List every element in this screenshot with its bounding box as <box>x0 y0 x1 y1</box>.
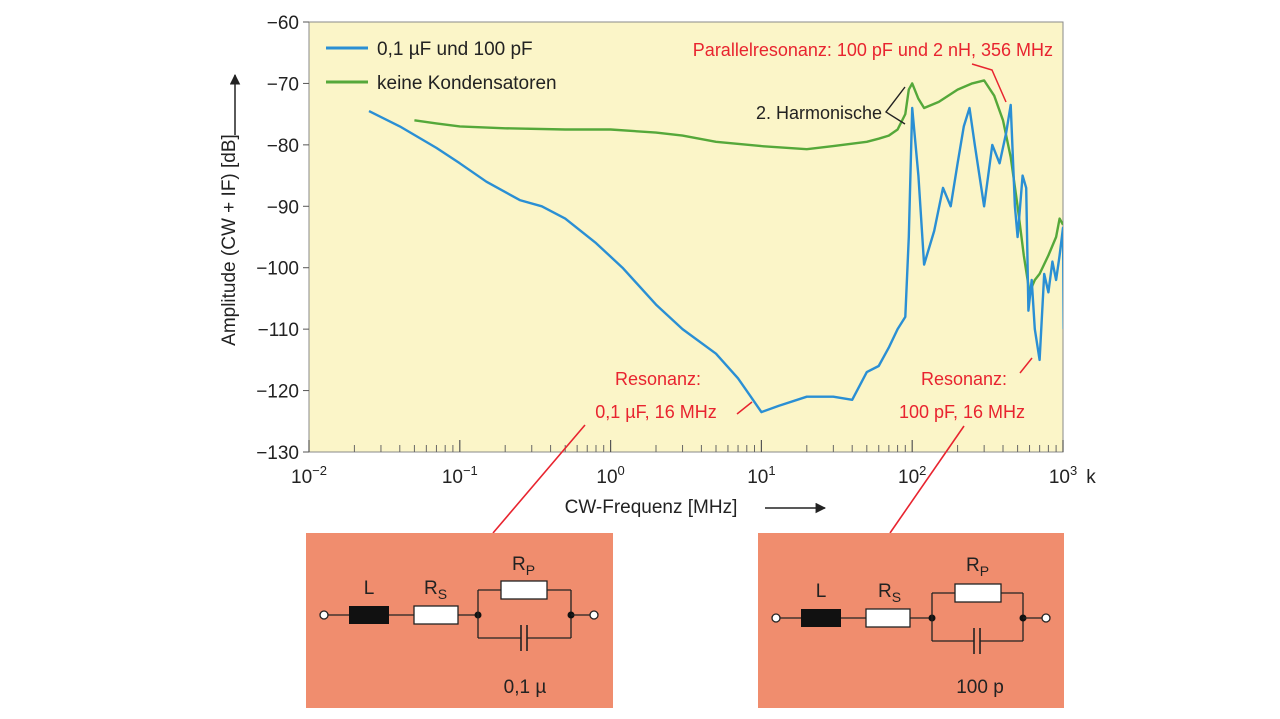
terminal-right <box>589 610 599 620</box>
connector-left <box>492 424 586 534</box>
label-Rs: RS <box>878 581 901 605</box>
annotation-harmonische-bracket <box>884 86 906 125</box>
label-L: L <box>364 578 375 599</box>
y-axis: −60 −70 −80 −90 −100 −110 −120 −130 <box>256 13 309 464</box>
y-tick-label: −130 <box>256 443 299 464</box>
annotation-resonanz-left-line1: Resonanz: <box>615 369 701 389</box>
plot-area <box>308 21 1064 453</box>
y-tick-label: −60 <box>267 13 299 34</box>
x-tick-suffix: k <box>1086 467 1096 488</box>
legend-label-green: keine Kondensatoren <box>377 73 557 94</box>
terminal-left <box>771 613 781 623</box>
y-tick-label: −70 <box>267 74 299 95</box>
label-Rp: RP <box>966 555 989 579</box>
y-tick-label: −110 <box>258 320 299 341</box>
x-tick-label: 102 <box>898 463 926 488</box>
circuit-panel-right: L RS RP 100 p <box>758 533 1064 708</box>
annotation-resonanz-right-line1: Resonanz: <box>921 369 1007 389</box>
label-capacitor-value: 100 p <box>956 677 1004 698</box>
terminal-left <box>319 610 329 620</box>
y-tick-label: −80 <box>267 136 299 157</box>
annotation-parallelresonanz: Parallelresonanz: 100 pF und 2 nH, 356 M… <box>693 40 1053 60</box>
x-axis-label: CW-Frequenz [MHz] <box>565 497 738 518</box>
resistor-Rs <box>865 608 911 628</box>
resistor-Rp <box>500 580 548 600</box>
label-capacitor-value: 0,1 µ <box>504 677 547 698</box>
x-tick-label: 10−2 <box>291 463 327 488</box>
resistor-Rp <box>954 583 1002 603</box>
legend-label-blue: 0,1 µF und 100 pF <box>377 39 533 60</box>
label-Rp: RP <box>512 554 535 578</box>
x-tick-label: 10−1 <box>442 463 478 488</box>
y-tick-label: −90 <box>267 197 299 218</box>
x-tick-label: 103 <box>1049 463 1077 488</box>
inductor-L <box>801 609 841 627</box>
y-axis-label: Amplitude (CW + IF) [dB] <box>219 134 240 346</box>
circuit-panel-left: L RS RP 0,1 µ <box>306 533 613 708</box>
y-tick-label: −100 <box>256 259 299 280</box>
x-tick-label: 100 <box>596 463 624 488</box>
y-tick-label: −120 <box>256 382 299 403</box>
annotation-resonanz-right-leader <box>1019 357 1033 374</box>
connector-right <box>889 425 965 534</box>
annotation-resonanz-right-line2: 100 pF, 16 MHz <box>899 402 1025 422</box>
x-tick-label: 101 <box>747 463 775 488</box>
resistor-Rs <box>413 605 459 625</box>
legend: 0,1 µF und 100 pF keine Kondensatoren <box>326 39 557 94</box>
annotation-parallelresonanz-leader <box>971 63 1007 103</box>
label-L: L <box>816 581 827 602</box>
annotation-harmonische: 2. Harmonische <box>756 103 882 123</box>
annotation-resonanz-left-line2: 0,1 µF, 16 MHz <box>595 402 716 422</box>
x-axis: 10−2 10−1 100 101 102 103 k <box>291 440 1096 488</box>
inductor-L <box>349 606 389 624</box>
label-Rs: RS <box>424 578 447 602</box>
series-line-0-1uf-100pf <box>368 103 1063 414</box>
terminal-right <box>1041 613 1051 623</box>
annotation-resonanz-left-leader <box>736 401 753 415</box>
